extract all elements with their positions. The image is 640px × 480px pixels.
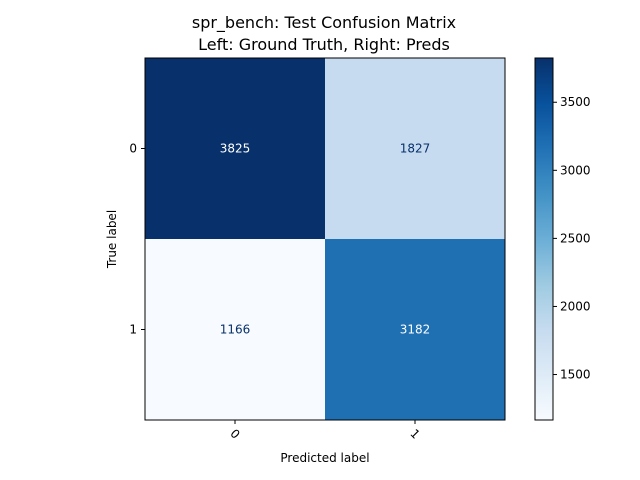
cell-value-label: 3825 (220, 142, 251, 156)
colorbar-tick-label: 3500 (560, 95, 591, 109)
cell-value-label: 1166 (220, 323, 251, 337)
plot-frame (144, 57, 506, 421)
y-tick-label: 1 (129, 323, 137, 337)
colorbar-tick-label: 1500 (560, 368, 591, 382)
heatmap-cell-r1-c1 (325, 239, 505, 420)
colorbar (534, 57, 554, 421)
x-tick-label: 0 (227, 426, 242, 441)
colorbar-ticks: 1500 2000 2500 3000 3500 (553, 95, 591, 382)
colorbar-tick-label: 2500 (560, 231, 591, 245)
heatmap-cells (145, 58, 505, 420)
x-tick-label: 1 (407, 426, 422, 441)
chart-title-line1: spr_bench: Test Confusion Matrix (192, 13, 456, 33)
colorbar-tick-label: 3000 (560, 163, 591, 177)
chart-title-line2: Left: Ground Truth, Right: Preds (198, 35, 450, 54)
y-tick-label: 0 (129, 142, 137, 156)
cell-value-label: 3182 (400, 323, 431, 337)
y-axis-ticks: 01 (129, 142, 145, 337)
y-axis-label: True label (105, 210, 119, 269)
colorbar-tick-label: 2000 (560, 299, 591, 313)
heatmap-cell-r1-c0 (145, 239, 325, 420)
cell-value-label: 1827 (400, 142, 431, 156)
x-axis-label: Predicted label (280, 451, 369, 465)
heatmap-cell-r0-c0 (145, 58, 325, 239)
heatmap-cell-r0-c1 (325, 58, 505, 239)
heatmap-cell-labels: 3825 1827 1166 3182 (220, 142, 431, 337)
